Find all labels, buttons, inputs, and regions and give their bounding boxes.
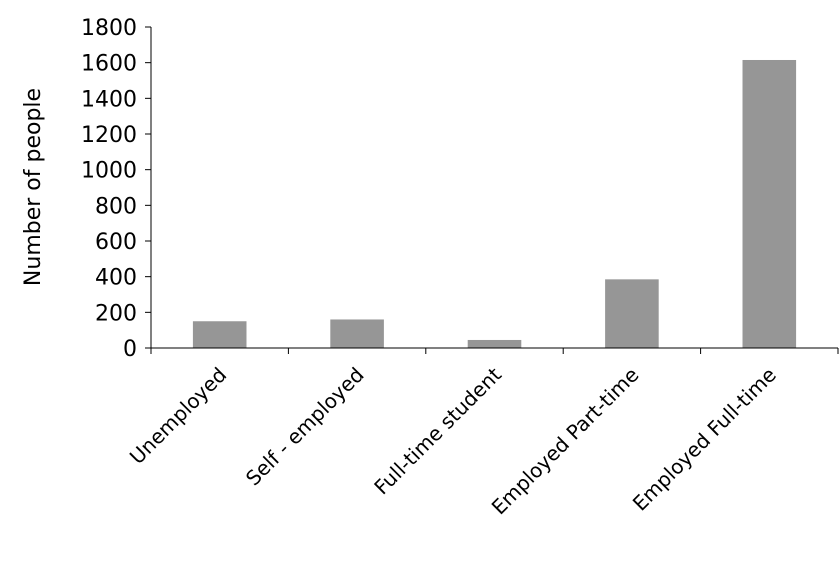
bar-1 [192, 321, 247, 348]
y-tick-label: 200 [95, 301, 137, 326]
y-tick-label: 800 [95, 194, 137, 219]
y-tick-label: 0 [123, 337, 137, 362]
x-tick-label: Full-time student [369, 362, 506, 499]
bar-2 [330, 319, 384, 348]
y-axis: 0 200 400 600 800 1000 1200 1400 1600 1800 [81, 16, 152, 362]
y-tick-label: 1800 [81, 16, 137, 41]
bar-3 [467, 339, 522, 348]
y-tick-label: 400 [95, 266, 137, 291]
x-tick-label: Employed Full-time [628, 363, 781, 516]
y-axis-label: Number of people [21, 88, 46, 286]
y-tick-label: 1000 [81, 159, 137, 184]
y-tick-label: 1200 [81, 123, 137, 148]
bar-4 [605, 279, 659, 348]
y-tick-label: 1600 [81, 52, 137, 77]
y-tick-label: 600 [95, 230, 137, 255]
x-tick-label: Self - employed [241, 363, 369, 491]
y-tick-label: 1400 [81, 87, 137, 112]
x-tick-label: Employed Part-time [487, 363, 644, 520]
bar-5 [742, 59, 797, 348]
bars [192, 59, 797, 348]
x-axis: Unemployed Self - employed Full-time stude… [125, 347, 839, 520]
x-tick-label: Unemployed [125, 363, 231, 469]
